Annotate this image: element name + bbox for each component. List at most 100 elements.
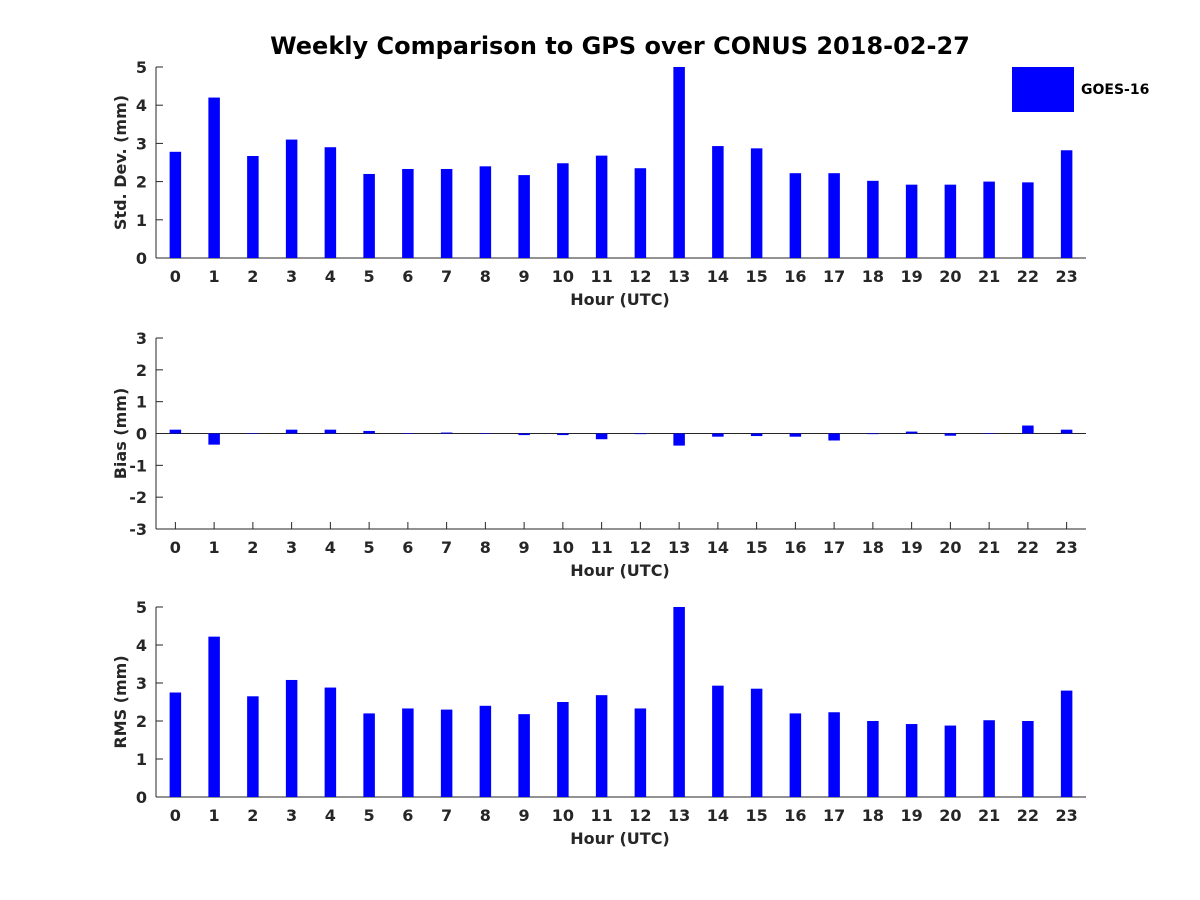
x-tick-label: 3 <box>286 267 297 286</box>
x-tick-label: 11 <box>590 806 612 825</box>
bar-hour-4 <box>324 429 337 434</box>
x-tick-label: 3 <box>286 538 297 557</box>
x-tick-label: 12 <box>629 538 651 557</box>
x-tick-label: 6 <box>402 806 413 825</box>
bar-hour-1 <box>208 97 220 258</box>
x-tick-label: 17 <box>823 538 845 557</box>
y-tick-label: 3 <box>136 674 147 693</box>
x-tick-label: 11 <box>590 538 612 557</box>
x-tick-label: 9 <box>519 267 530 286</box>
bar-hour-20 <box>944 184 957 258</box>
x-tick-label: 6 <box>402 538 413 557</box>
bar-hour-19 <box>905 184 918 258</box>
x-tick-label: 16 <box>784 806 806 825</box>
y-tick-label: 1 <box>136 393 147 412</box>
y-tick-label: 0 <box>136 249 147 268</box>
bar-hour-5 <box>363 173 375 258</box>
x-tick-label: 17 <box>823 806 845 825</box>
y-tick-label: 4 <box>136 96 147 115</box>
x-tick-label: 12 <box>629 806 651 825</box>
y-tick-label: 1 <box>136 750 147 769</box>
y-tick-label: -3 <box>129 520 147 539</box>
bar-hour-11 <box>595 695 608 797</box>
y-axis-label: Std. Dev. (mm) <box>111 95 130 230</box>
x-tick-label: 1 <box>209 806 220 825</box>
bar-hour-15 <box>750 148 763 258</box>
x-tick-label: 23 <box>1055 267 1077 286</box>
x-tick-label: 18 <box>862 267 884 286</box>
bar-hour-18 <box>867 180 879 258</box>
x-tick-label: 15 <box>745 538 767 557</box>
y-tick-label: 2 <box>136 173 147 192</box>
x-tick-label: 22 <box>1017 267 1039 286</box>
x-tick-label: 12 <box>629 267 651 286</box>
bar-hour-5 <box>363 430 375 434</box>
bar-hour-9 <box>518 433 530 436</box>
x-tick-label: 16 <box>784 267 806 286</box>
x-tick-label: 6 <box>402 267 413 286</box>
legend: GOES-16 <box>1012 67 1149 112</box>
bar-hour-6 <box>402 433 414 434</box>
x-tick-label: 1 <box>209 538 220 557</box>
x-tick-label: 1 <box>209 267 220 286</box>
bar-hour-14 <box>712 433 724 437</box>
y-tick-label: 2 <box>136 712 147 731</box>
bar-hour-9 <box>518 175 530 258</box>
bar-hour-21 <box>983 720 995 797</box>
bar-hour-0 <box>169 429 182 434</box>
bar-hour-11 <box>595 433 608 440</box>
bar-hour-15 <box>750 433 763 437</box>
x-tick-label: 23 <box>1055 806 1077 825</box>
y-tick-label: 3 <box>136 329 147 348</box>
figure-title: Weekly Comparison to GPS over CONUS 2018… <box>270 32 970 60</box>
x-tick-label: 14 <box>707 267 729 286</box>
x-tick-label: 20 <box>939 538 961 557</box>
x-tick-label: 13 <box>668 806 690 825</box>
bar-hour-1 <box>208 433 220 445</box>
bar-hour-14 <box>712 685 724 797</box>
bar-hour-13 <box>673 607 685 797</box>
bar-hour-10 <box>557 163 569 258</box>
x-tick-label: 9 <box>519 806 530 825</box>
bar-hour-1 <box>208 636 220 797</box>
x-tick-label: 4 <box>325 806 336 825</box>
x-tick-label: 19 <box>900 267 922 286</box>
x-tick-label: 4 <box>325 538 336 557</box>
bar-hour-7 <box>440 709 453 797</box>
bar-hour-6 <box>402 168 414 258</box>
bar-hour-3 <box>285 139 298 258</box>
x-tick-label: 21 <box>978 267 1000 286</box>
bar-hour-18 <box>867 433 879 435</box>
x-tick-label: 10 <box>552 806 574 825</box>
bar-hour-17 <box>828 433 840 441</box>
x-tick-label: 15 <box>745 267 767 286</box>
x-tick-label: 11 <box>590 267 612 286</box>
bar-hour-4 <box>324 147 337 258</box>
x-tick-label: 8 <box>480 806 491 825</box>
bar-hour-16 <box>789 713 802 797</box>
bar-hour-18 <box>867 721 879 797</box>
y-tick-label: 1 <box>136 211 147 230</box>
bar-hour-21 <box>983 181 995 258</box>
bar-hour-10 <box>557 433 569 436</box>
bar-hour-12 <box>634 168 647 258</box>
x-tick-label: 22 <box>1017 538 1039 557</box>
bar-hour-13 <box>673 433 685 446</box>
y-tick-label: 4 <box>136 636 147 655</box>
bar-hour-5 <box>363 713 375 797</box>
bar-hour-8 <box>479 433 492 434</box>
bar-hour-2 <box>247 433 259 434</box>
x-tick-label: 5 <box>364 538 375 557</box>
x-tick-label: 7 <box>441 538 452 557</box>
bar-hour-12 <box>634 708 647 797</box>
y-tick-label: -1 <box>129 456 147 475</box>
x-tick-label: 2 <box>247 267 258 286</box>
x-tick-label: 21 <box>978 806 1000 825</box>
x-tick-label: 8 <box>480 538 491 557</box>
x-tick-label: 2 <box>247 538 258 557</box>
x-tick-label: 2 <box>247 806 258 825</box>
x-tick-label: 20 <box>939 267 961 286</box>
